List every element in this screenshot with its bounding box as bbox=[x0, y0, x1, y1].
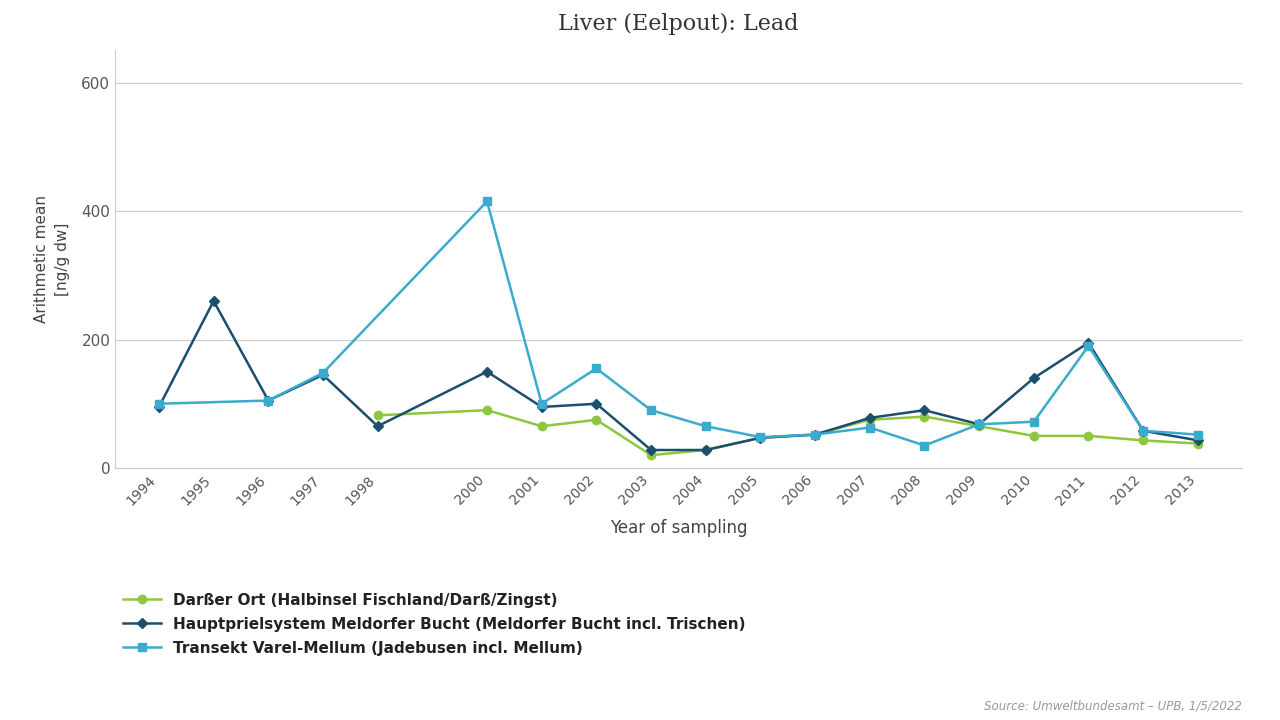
Hauptprielsystem Meldorfer Bucht (Meldorfer Bucht incl. Trischen) bbox=[698, 446, 713, 454]
Hauptprielsystem Meldorfer Bucht (Meldorfer Bucht incl. Trischen) bbox=[1135, 426, 1151, 435]
Darßer Ort (Halbinsel Fischland/Darß/Zingst) bbox=[1027, 431, 1042, 440]
X-axis label: Year of sampling: Year of sampling bbox=[609, 519, 748, 537]
Hauptprielsystem Meldorfer Bucht (Meldorfer Bucht incl. Trischen) bbox=[151, 402, 166, 411]
Line: Darßer Ort (Halbinsel Fischland/Darß/Zingst): Darßer Ort (Halbinsel Fischland/Darß/Zin… bbox=[374, 406, 1202, 459]
Hauptprielsystem Meldorfer Bucht (Meldorfer Bucht incl. Trischen) bbox=[644, 446, 659, 454]
Transekt Varel-Mellum (Jadebusen incl. Mellum) bbox=[1080, 341, 1096, 350]
Transekt Varel-Mellum (Jadebusen incl. Mellum) bbox=[863, 423, 878, 432]
Line: Transekt Varel-Mellum (Jadebusen incl. Mellum): Transekt Varel-Mellum (Jadebusen incl. M… bbox=[155, 197, 1202, 450]
Transekt Varel-Mellum (Jadebusen incl. Mellum) bbox=[1190, 431, 1206, 439]
Hauptprielsystem Meldorfer Bucht (Meldorfer Bucht incl. Trischen) bbox=[1190, 436, 1206, 445]
Darßer Ort (Halbinsel Fischland/Darß/Zingst) bbox=[1080, 431, 1096, 440]
Hauptprielsystem Meldorfer Bucht (Meldorfer Bucht incl. Trischen) bbox=[1027, 374, 1042, 382]
Transekt Varel-Mellum (Jadebusen incl. Mellum) bbox=[261, 396, 276, 405]
Darßer Ort (Halbinsel Fischland/Darß/Zingst) bbox=[589, 415, 604, 424]
Hauptprielsystem Meldorfer Bucht (Meldorfer Bucht incl. Trischen) bbox=[315, 371, 330, 379]
Hauptprielsystem Meldorfer Bucht (Meldorfer Bucht incl. Trischen) bbox=[1080, 338, 1096, 347]
Transekt Varel-Mellum (Jadebusen incl. Mellum) bbox=[808, 431, 823, 439]
Transekt Varel-Mellum (Jadebusen incl. Mellum) bbox=[1027, 418, 1042, 426]
Darßer Ort (Halbinsel Fischland/Darß/Zingst) bbox=[644, 451, 659, 459]
Darßer Ort (Halbinsel Fischland/Darß/Zingst) bbox=[863, 415, 878, 424]
Line: Hauptprielsystem Meldorfer Bucht (Meldorfer Bucht incl. Trischen): Hauptprielsystem Meldorfer Bucht (Meldor… bbox=[155, 297, 1202, 454]
Transekt Varel-Mellum (Jadebusen incl. Mellum) bbox=[1135, 426, 1151, 435]
Transekt Varel-Mellum (Jadebusen incl. Mellum) bbox=[589, 364, 604, 373]
Hauptprielsystem Meldorfer Bucht (Meldorfer Bucht incl. Trischen) bbox=[916, 406, 932, 415]
Y-axis label: Arithmetic mean
[ng/g dw]: Arithmetic mean [ng/g dw] bbox=[35, 195, 70, 323]
Darßer Ort (Halbinsel Fischland/Darß/Zingst) bbox=[1135, 436, 1151, 445]
Transekt Varel-Mellum (Jadebusen incl. Mellum) bbox=[479, 197, 494, 206]
Transekt Varel-Mellum (Jadebusen incl. Mellum) bbox=[698, 422, 713, 431]
Darßer Ort (Halbinsel Fischland/Darß/Zingst) bbox=[370, 411, 385, 420]
Transekt Varel-Mellum (Jadebusen incl. Mellum) bbox=[644, 406, 659, 415]
Darßer Ort (Halbinsel Fischland/Darß/Zingst) bbox=[698, 446, 713, 454]
Darßer Ort (Halbinsel Fischland/Darß/Zingst) bbox=[808, 431, 823, 439]
Hauptprielsystem Meldorfer Bucht (Meldorfer Bucht incl. Trischen) bbox=[863, 413, 878, 422]
Transekt Varel-Mellum (Jadebusen incl. Mellum) bbox=[534, 400, 549, 408]
Hauptprielsystem Meldorfer Bucht (Meldorfer Bucht incl. Trischen) bbox=[370, 422, 385, 431]
Transekt Varel-Mellum (Jadebusen incl. Mellum) bbox=[753, 433, 768, 441]
Darßer Ort (Halbinsel Fischland/Darß/Zingst) bbox=[534, 422, 549, 431]
Hauptprielsystem Meldorfer Bucht (Meldorfer Bucht incl. Trischen) bbox=[261, 396, 276, 405]
Darßer Ort (Halbinsel Fischland/Darß/Zingst) bbox=[1190, 439, 1206, 448]
Transekt Varel-Mellum (Jadebusen incl. Mellum) bbox=[151, 400, 166, 408]
Hauptprielsystem Meldorfer Bucht (Meldorfer Bucht incl. Trischen) bbox=[753, 433, 768, 442]
Transekt Varel-Mellum (Jadebusen incl. Mellum) bbox=[315, 369, 330, 377]
Hauptprielsystem Meldorfer Bucht (Meldorfer Bucht incl. Trischen) bbox=[534, 402, 549, 411]
Legend: Darßer Ort (Halbinsel Fischland/Darß/Zingst), Hauptprielsystem Meldorfer Bucht (: Darßer Ort (Halbinsel Fischland/Darß/Zin… bbox=[123, 593, 746, 656]
Darßer Ort (Halbinsel Fischland/Darß/Zingst) bbox=[479, 406, 494, 415]
Text: Source: Umweltbundesamt – UPB, 1/5/2022: Source: Umweltbundesamt – UPB, 1/5/2022 bbox=[984, 699, 1242, 712]
Hauptprielsystem Meldorfer Bucht (Meldorfer Bucht incl. Trischen) bbox=[479, 367, 494, 376]
Hauptprielsystem Meldorfer Bucht (Meldorfer Bucht incl. Trischen) bbox=[206, 297, 221, 305]
Darßer Ort (Halbinsel Fischland/Darß/Zingst) bbox=[972, 422, 987, 431]
Darßer Ort (Halbinsel Fischland/Darß/Zingst) bbox=[753, 433, 768, 442]
Transekt Varel-Mellum (Jadebusen incl. Mellum) bbox=[972, 420, 987, 428]
Hauptprielsystem Meldorfer Bucht (Meldorfer Bucht incl. Trischen) bbox=[589, 400, 604, 408]
Transekt Varel-Mellum (Jadebusen incl. Mellum) bbox=[916, 441, 932, 450]
Darßer Ort (Halbinsel Fischland/Darß/Zingst) bbox=[916, 413, 932, 421]
Hauptprielsystem Meldorfer Bucht (Meldorfer Bucht incl. Trischen) bbox=[972, 420, 987, 428]
Hauptprielsystem Meldorfer Bucht (Meldorfer Bucht incl. Trischen) bbox=[808, 431, 823, 439]
Title: Liver (Eelpout): Lead: Liver (Eelpout): Lead bbox=[558, 12, 799, 35]
